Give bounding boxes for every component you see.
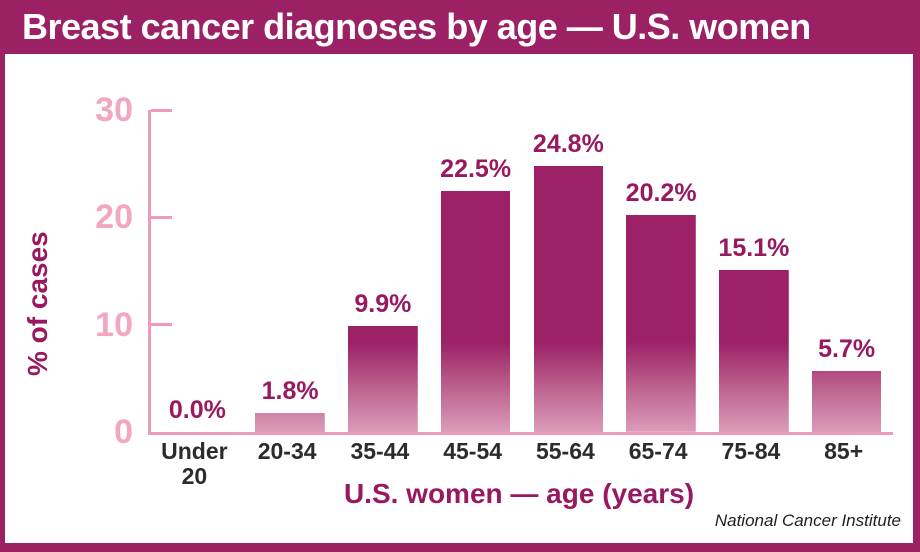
bar-slot: 9.9%	[337, 110, 430, 432]
bar-slot: 0.0%	[151, 110, 244, 432]
bar-value-label: 22.5%	[440, 154, 512, 183]
y-tick-label: 20	[95, 198, 133, 237]
bar-slot: 5.7%	[800, 110, 893, 432]
bar-value-label: 20.2%	[625, 179, 697, 208]
plot-area: 0.0% 1.8% 9.9% 22.5% 24.8% 20.2% 15.1% 5.7%	[148, 108, 893, 435]
x-tick-label: 35-44	[350, 438, 410, 464]
bar-value-label: 0.0%	[168, 396, 226, 424]
bar-value-label: 15.1%	[718, 233, 790, 262]
bar	[533, 165, 604, 432]
x-tick-label: 45-54	[443, 438, 503, 464]
bar	[626, 215, 696, 432]
y-tick-label: 0	[114, 413, 133, 451]
bar-slot: 1.8%	[244, 110, 337, 432]
chart-area: % of cases 0 10 20 30 0.0% 1.8% 9.9% 22.5% 24.8…	[0, 54, 920, 552]
x-tick-label: 85+	[824, 438, 864, 464]
bar	[811, 370, 882, 432]
bar-slot: 22.5%	[429, 110, 522, 432]
x-axis-title: U.S. women — age (years)	[343, 478, 695, 509]
y-tick-mark	[151, 108, 172, 112]
bar-value-label: 9.9%	[354, 289, 412, 318]
bar	[255, 412, 325, 432]
bar-slot: 20.2%	[615, 110, 708, 432]
chart-title: Breast cancer diagnoses by age — U.S. wo…	[22, 6, 811, 47]
bar	[440, 190, 511, 432]
x-axis-tick-labels: Under 20 20-34 35-44 45-54 55-64 65-74 75-84 85…	[148, 438, 890, 490]
x-tick-label: 65-74	[628, 438, 688, 464]
bar-series: 0.0% 1.8% 9.9% 22.5% 24.8% 20.2% 15.1% 5.7%	[151, 110, 893, 432]
bar	[719, 269, 789, 432]
x-tick-label: Under 20	[161, 438, 228, 490]
y-tick-label: 30	[95, 91, 133, 129]
x-tick-label: 20-34	[257, 438, 317, 464]
y-tick-label: 10	[95, 305, 133, 344]
bar-value-label: 1.8%	[261, 376, 319, 405]
bar-slot: 15.1%	[708, 110, 801, 432]
bar-value-label: 5.7%	[818, 334, 876, 363]
bar-value-label: 24.8%	[532, 129, 604, 158]
bar	[348, 325, 418, 432]
y-tick-mark	[151, 215, 172, 219]
bar-slot: 24.8%	[522, 110, 615, 432]
source-credit: National Cancer Institute	[714, 511, 901, 530]
title-bar: Breast cancer diagnoses by age — U.S. wo…	[0, 0, 920, 54]
x-tick-label: 75-84	[721, 438, 781, 464]
y-tick-mark	[151, 323, 172, 327]
x-tick-label: 55-64	[535, 438, 595, 464]
